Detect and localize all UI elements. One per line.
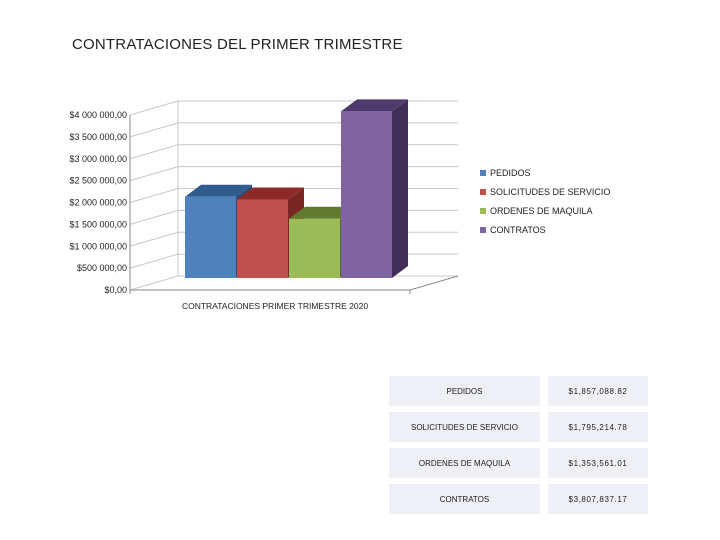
- legend-swatch: [480, 226, 486, 233]
- legend-item: CONTRATOS: [480, 220, 610, 239]
- bar-front: [341, 111, 392, 278]
- legend-swatch: [480, 207, 486, 214]
- bar-front: [185, 196, 236, 278]
- table-cell-label: SOLICITUDES DE SERVICIO: [389, 412, 540, 442]
- bar-top: [237, 187, 304, 200]
- table-cell-value: $1,353,561.01: [548, 448, 648, 478]
- table-cell-label: PEDIDOS: [389, 376, 540, 406]
- bar-top: [341, 99, 408, 112]
- table-row: CONTRATOS $3,807,837.17: [389, 484, 648, 514]
- legend-swatch: [480, 188, 486, 195]
- table-cell-value: $1,857,088.82: [548, 376, 648, 406]
- y-tick-label: $1 000 000,00: [69, 241, 127, 251]
- y-tick-label: $1 500 000,00: [69, 219, 127, 229]
- y-tick-label: $3 500 000,00: [69, 132, 127, 142]
- legend-label: ORDENES DE MAQUILA: [490, 205, 593, 216]
- gridline: [129, 122, 458, 138]
- gridline: [129, 275, 458, 291]
- legend-item: SOLICITUDES DE SERVICIO: [480, 182, 610, 201]
- y-tick-label: $500 000,00: [77, 263, 127, 273]
- chart-legend: PEDIDOS SOLICITUDES DE SERVICIO ORDENES …: [480, 163, 610, 239]
- table-cell-value: $3,807,837.17: [548, 484, 648, 514]
- table-row: SOLICITUDES DE SERVICIO $1,795,214.78: [389, 412, 648, 442]
- legend-label: CONTRATOS: [490, 224, 546, 235]
- chart-title: CONTRATACIONES DEL PRIMER TRIMESTRE: [72, 36, 403, 53]
- y-tick-label: $4 000 000,00: [69, 110, 127, 120]
- y-tick-label: $0,00: [104, 285, 127, 295]
- gridline: [129, 144, 458, 160]
- legend-label: SOLICITUDES DE SERVICIO: [490, 186, 611, 197]
- legend-label: PEDIDOS: [490, 167, 531, 178]
- gridline: [129, 100, 458, 116]
- legend-item: ORDENES DE MAQUILA: [480, 201, 610, 220]
- y-tick-label: $3 000 000,00: [69, 154, 127, 164]
- gridline: [129, 166, 458, 182]
- bar-side: [392, 99, 408, 278]
- bar: [341, 99, 408, 278]
- bar-front: [237, 199, 288, 278]
- x-axis-label: CONTRATACIONES PRIMER TRIMESTRE 2020: [182, 301, 368, 311]
- y-tick-label: $2 000 000,00: [69, 198, 127, 208]
- table-cell-label: CONTRATOS: [389, 484, 540, 514]
- table-row: PEDIDOS $1,857,088.82: [389, 376, 648, 406]
- legend-item: PEDIDOS: [480, 163, 610, 182]
- bar-top: [185, 184, 252, 197]
- legend-swatch: [480, 169, 486, 176]
- bar-front: [289, 218, 340, 278]
- y-tick-label: $2 500 000,00: [69, 176, 127, 186]
- table-cell-label: ORDENES DE MAQUILA: [389, 448, 540, 478]
- table-row: ORDENES DE MAQUILA $1,353,561.01: [389, 448, 648, 478]
- bar-top: [289, 206, 356, 219]
- table-cell-value: $1,795,214.78: [548, 412, 648, 442]
- summary-table: PEDIDOS $1,857,088.82 SOLICITUDES DE SER…: [389, 370, 648, 520]
- x-axis: [130, 275, 459, 291]
